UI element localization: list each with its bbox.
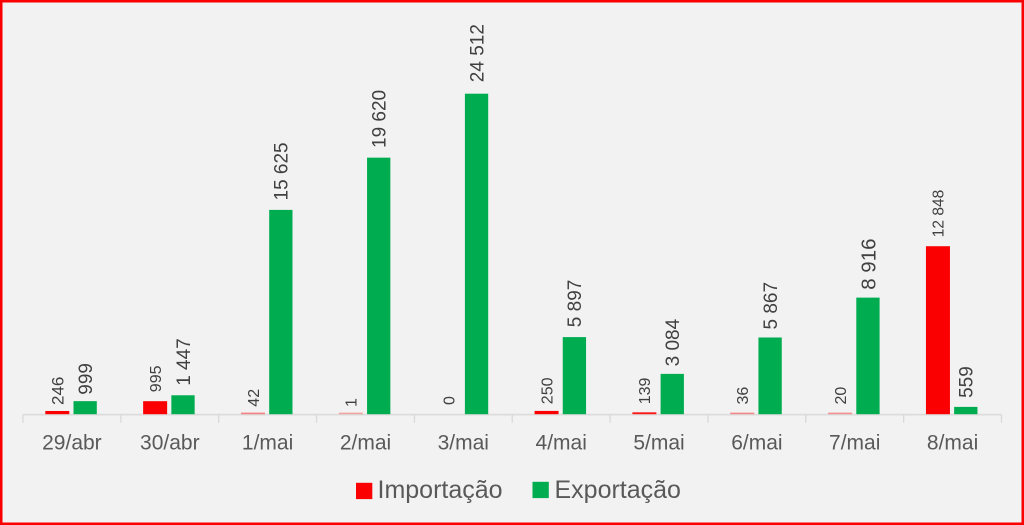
svg-text:2/mai: 2/mai	[340, 432, 391, 455]
svg-text:250: 250	[539, 377, 556, 404]
svg-text:1 447: 1 447	[174, 338, 195, 386]
svg-text:8/mai: 8/mai	[927, 432, 978, 455]
svg-text:29/abr: 29/abr	[42, 432, 102, 455]
svg-text:246: 246	[48, 377, 67, 405]
svg-text:559: 559	[957, 366, 978, 398]
svg-text:1/mai: 1/mai	[242, 432, 293, 455]
svg-text:Importação: Importação	[378, 476, 503, 504]
svg-text:4/mai: 4/mai	[536, 432, 587, 455]
svg-text:12 848: 12 848	[931, 190, 948, 237]
svg-text:36: 36	[735, 387, 752, 405]
svg-text:1: 1	[344, 398, 361, 407]
svg-text:0: 0	[441, 396, 458, 405]
svg-text:15 625: 15 625	[272, 142, 293, 200]
svg-text:19 620: 19 620	[370, 90, 391, 148]
svg-text:Exportação: Exportação	[555, 476, 681, 504]
svg-text:139: 139	[637, 378, 654, 405]
svg-text:42: 42	[246, 389, 263, 407]
svg-text:3/mai: 3/mai	[438, 432, 489, 455]
svg-text:6/mai: 6/mai	[731, 432, 782, 455]
svg-text:3 084: 3 084	[663, 318, 684, 366]
svg-text:30/abr: 30/abr	[140, 432, 200, 455]
svg-text:5/mai: 5/mai	[633, 432, 684, 455]
svg-text:7/mai: 7/mai	[829, 432, 880, 455]
svg-text:5 867: 5 867	[761, 282, 782, 330]
svg-text:20: 20	[833, 387, 850, 405]
svg-text:999: 999	[76, 363, 97, 395]
svg-text:24 512: 24 512	[467, 24, 488, 82]
svg-text:5 897: 5 897	[565, 280, 586, 328]
svg-text:995: 995	[148, 365, 165, 392]
svg-text:8 916: 8 916	[857, 238, 880, 289]
